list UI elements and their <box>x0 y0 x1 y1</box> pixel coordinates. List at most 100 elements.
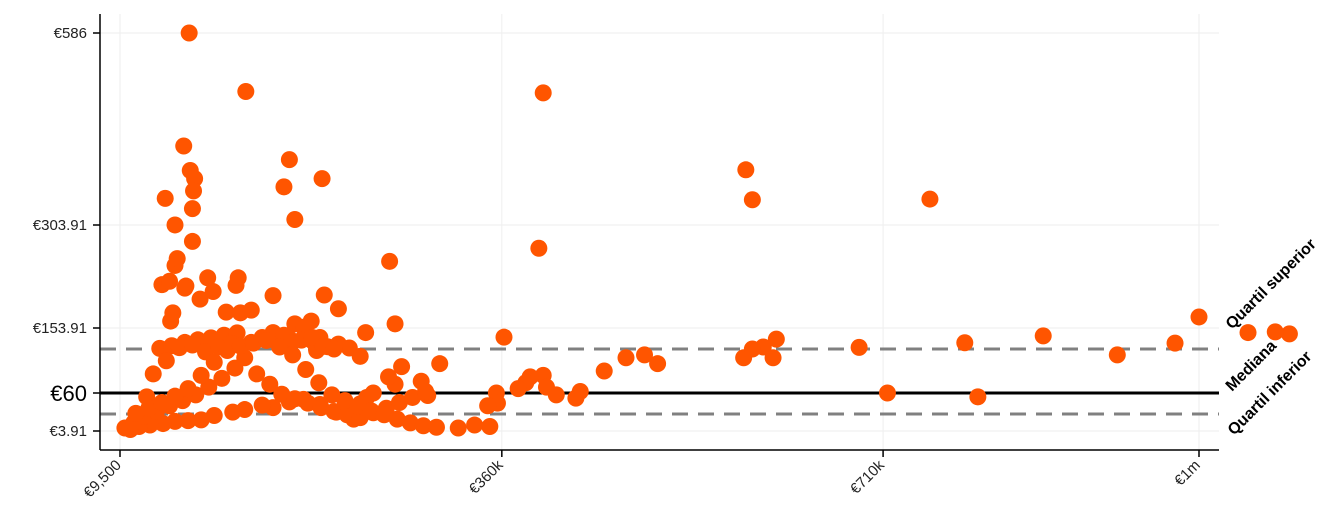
data-point <box>1108 346 1126 364</box>
data-point <box>767 330 785 348</box>
data-point <box>144 365 162 383</box>
data-point <box>449 419 467 437</box>
data-point <box>166 387 184 405</box>
data-point <box>258 331 276 349</box>
data-point <box>381 252 399 270</box>
data-point <box>179 380 197 398</box>
data-point <box>431 355 449 373</box>
data-point <box>375 406 393 424</box>
data-point <box>140 399 158 417</box>
data-point <box>310 374 328 392</box>
data-point <box>312 399 330 417</box>
data-point <box>495 328 513 346</box>
data-point <box>481 418 499 436</box>
data-point <box>183 232 201 250</box>
data-point <box>231 337 249 355</box>
data-point <box>349 397 367 415</box>
data-point <box>244 334 262 352</box>
y-tick-label: €153.91 <box>33 320 87 337</box>
data-point <box>218 341 236 359</box>
data-point <box>325 340 343 358</box>
data-point <box>175 137 193 155</box>
data-point <box>186 170 204 188</box>
data-point <box>313 170 331 188</box>
data-point <box>921 190 939 208</box>
data-point <box>280 151 298 169</box>
data-point <box>403 388 421 406</box>
data-point <box>237 83 255 101</box>
data-point <box>271 338 289 356</box>
data-point <box>547 386 565 404</box>
data-point <box>164 304 182 322</box>
data-point <box>617 349 635 367</box>
data-point <box>595 362 613 380</box>
data-point <box>261 375 279 393</box>
data-point <box>336 392 354 410</box>
data-point <box>286 210 304 228</box>
data-point <box>329 300 347 318</box>
reference-line-label: Quartil inferior <box>1225 348 1316 439</box>
data-point <box>1239 324 1257 342</box>
data-point <box>315 286 333 304</box>
y-tick-label: €3.91 <box>49 423 87 440</box>
data-point <box>284 346 302 364</box>
data-point <box>213 369 231 387</box>
data-point <box>168 250 186 268</box>
data-point <box>286 390 304 408</box>
data-point <box>299 394 317 412</box>
data-point <box>743 191 761 209</box>
data-point <box>185 182 203 200</box>
data-point <box>264 287 282 305</box>
data-point <box>1166 334 1184 352</box>
data-point <box>224 403 242 421</box>
data-point <box>183 336 201 354</box>
data-point <box>417 383 435 401</box>
data-point <box>275 178 293 196</box>
data-point <box>850 338 868 356</box>
data-point <box>227 276 245 294</box>
data-point <box>166 216 184 234</box>
data-point <box>956 334 974 352</box>
data-point <box>325 402 343 420</box>
data-point <box>242 301 260 319</box>
data-point <box>217 303 235 321</box>
data-point <box>192 411 210 429</box>
data-point <box>1280 325 1298 343</box>
data-point <box>351 347 369 365</box>
data-point <box>390 394 408 412</box>
y-axis-ticks: €3.91 €60 €153.91 €303.91 €586 <box>33 25 100 440</box>
data-point <box>205 406 223 424</box>
axes <box>99 14 1219 451</box>
data-point <box>401 414 419 432</box>
data-point <box>427 418 445 436</box>
data-point <box>170 339 188 357</box>
data-point <box>737 161 755 179</box>
data-point <box>127 404 145 422</box>
data-point <box>388 410 406 428</box>
data-point <box>199 269 217 287</box>
data-point <box>878 384 896 402</box>
data-point <box>530 239 548 257</box>
x-tick-label: €360k <box>466 456 507 497</box>
data-point <box>649 355 667 373</box>
data-point <box>205 353 223 371</box>
data-point <box>1266 323 1284 341</box>
data-point <box>764 349 782 367</box>
data-point <box>179 412 197 430</box>
data-points <box>116 24 1298 438</box>
data-point <box>534 84 552 102</box>
data-point <box>743 340 761 358</box>
data-point <box>636 346 654 364</box>
x-tick-label: €1m <box>1171 457 1204 490</box>
data-point <box>1034 327 1052 345</box>
data-point <box>414 417 432 435</box>
data-point <box>176 279 194 297</box>
y-tick-label: €303.91 <box>33 217 87 234</box>
data-point <box>393 358 411 376</box>
data-point <box>153 394 171 412</box>
x-axis-ticks: €9,500 €360k €710k €1m <box>80 450 1204 501</box>
data-point <box>567 389 585 407</box>
data-point <box>157 352 175 370</box>
data-point <box>362 402 380 420</box>
